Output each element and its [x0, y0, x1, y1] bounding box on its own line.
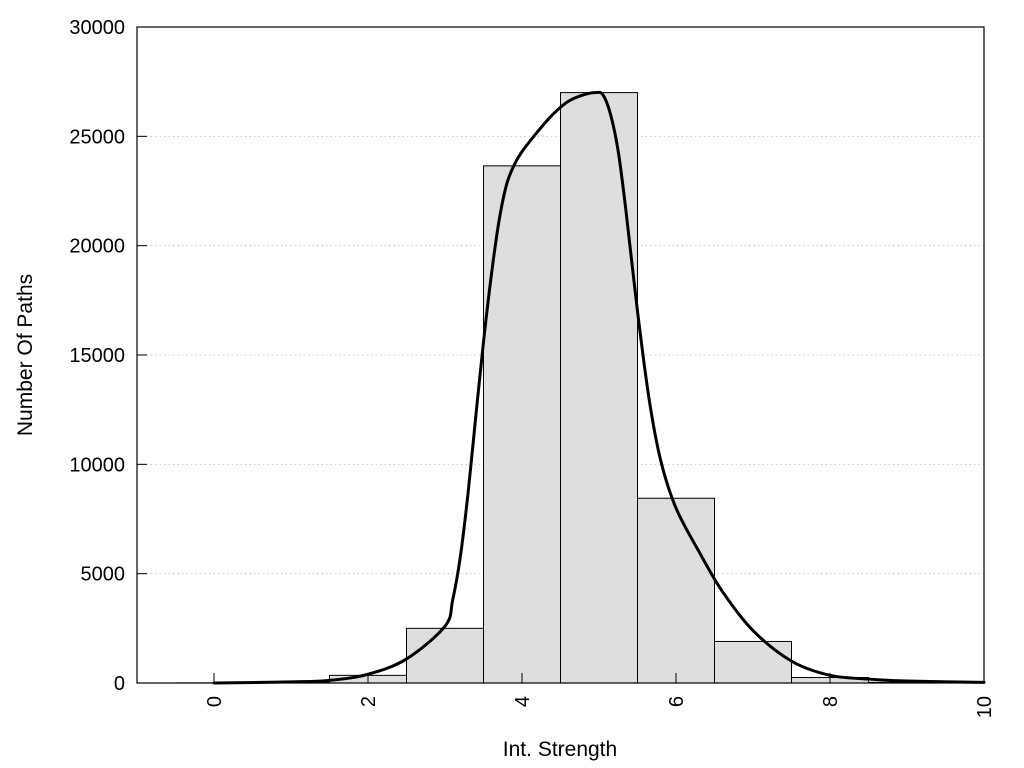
y-tick-label: 25000 — [69, 126, 125, 148]
y-tick-label: 10000 — [69, 454, 125, 476]
x-tick-label: 10 — [974, 696, 996, 718]
x-axis-ticks: 0 2 4 6 8 10 — [204, 673, 996, 718]
y-tick-label: 30000 — [69, 17, 125, 39]
bars — [175, 92, 946, 684]
x-axis-label: Int. Strength — [503, 738, 617, 761]
y-axis-label: Number Of Paths — [14, 274, 37, 436]
y-axis-ticks: 0 5000 10000 15000 20000 25000 30000 — [69, 17, 147, 695]
x-tick-label: 2 — [358, 696, 380, 707]
curve-layer — [212, 90, 986, 685]
distribution-curve — [212, 90, 986, 685]
y-tick-label: 0 — [114, 673, 125, 695]
y-tick-label: 5000 — [81, 564, 126, 586]
x-tick-label: 0 — [204, 696, 226, 707]
x-tick-label: 6 — [666, 696, 688, 707]
y-tick-label: 15000 — [69, 345, 125, 367]
histogram-bar — [406, 627, 484, 684]
y-tick-label: 20000 — [69, 236, 125, 258]
x-tick-label: 4 — [512, 696, 534, 707]
histogram-bar — [714, 640, 792, 684]
histogram-bar — [637, 497, 715, 684]
histogram-bar — [560, 92, 638, 684]
x-tick-label: 8 — [820, 696, 842, 707]
